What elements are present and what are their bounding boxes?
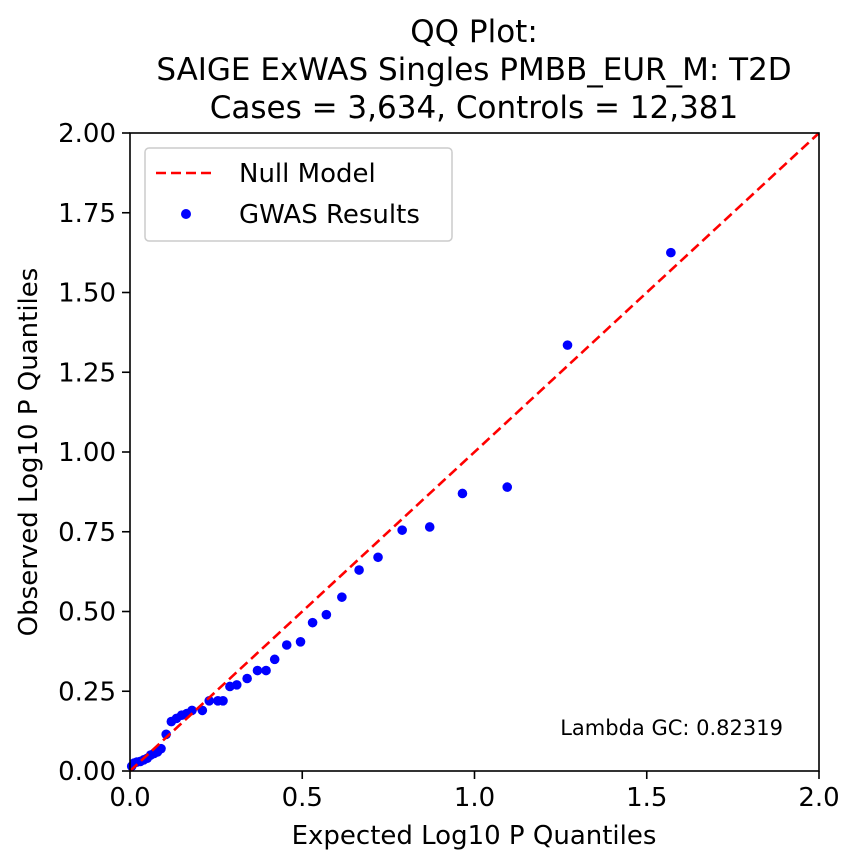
gwas-point — [261, 665, 271, 676]
y-axis-ticks: 0.00 0.25 0.50 0.75 1.00 1.25 1.50 1.75 2.00 — [58, 119, 130, 787]
legend-gwas-results-swatch — [181, 209, 191, 219]
null-model-line — [129, 132, 820, 772]
legend-gwas-results-label: GWAS Results — [239, 200, 420, 230]
gwas-point — [457, 488, 468, 499]
gwas-point — [231, 680, 242, 690]
x-tick-label: 2.0 — [798, 783, 839, 813]
y-tick-label: 0.25 — [58, 677, 116, 707]
legend: Null Model GWAS Results — [144, 147, 453, 242]
y-tick-label: 1.00 — [58, 438, 116, 468]
x-tick-label: 0.5 — [282, 783, 323, 813]
gwas-point — [321, 609, 332, 620]
gwas-point — [252, 665, 263, 676]
gwas-point — [218, 696, 228, 706]
chart-title-line-3: Cases = 3,634, Controls = 12,381 — [210, 90, 739, 126]
gwas-point — [242, 673, 252, 684]
x-tick-label: 1.5 — [626, 783, 667, 813]
y-tick-label: 1.50 — [58, 279, 116, 309]
gwas-point — [269, 654, 280, 665]
y-tick-label: 0.00 — [58, 757, 116, 787]
x-tick-label: 0.0 — [109, 783, 150, 813]
gwas-point — [373, 552, 383, 563]
y-tick-label: 2.00 — [58, 119, 116, 149]
gwas-point — [397, 525, 407, 535]
y-tick-label: 1.25 — [58, 358, 116, 388]
gwas-point — [666, 247, 676, 258]
x-axis-label: Expected Log10 P Quantiles — [292, 821, 657, 851]
gwas-point — [307, 617, 318, 628]
y-tick-label: 1.75 — [58, 199, 116, 229]
gwas-point — [337, 592, 347, 602]
x-axis-ticks: 0.0 0.5 1.0 1.5 2.0 — [109, 771, 840, 813]
gwas-point — [295, 637, 306, 647]
gwas-point — [562, 340, 573, 350]
legend-box — [144, 147, 453, 242]
gwas-point — [424, 522, 435, 532]
gwas-point — [281, 640, 292, 650]
y-tick-label: 0.50 — [58, 598, 116, 628]
gwas-point — [187, 705, 197, 716]
y-axis-label: Observed Log10 P Quantiles — [14, 268, 44, 637]
gwas-point — [354, 565, 364, 575]
gwas-point — [502, 482, 513, 492]
lambda-gc-annotation: Lambda GC: 0.82319 — [560, 716, 783, 740]
chart-title-line-1: QQ Plot: — [410, 14, 538, 50]
chart-title-line-2: SAIGE ExWAS Singles PMBB_EUR_M: T2D — [156, 52, 791, 88]
plot-frame — [129, 132, 820, 772]
gwas-points — [126, 247, 676, 772]
x-tick-label: 1.0 — [454, 783, 495, 813]
y-tick-label: 0.75 — [58, 518, 116, 548]
legend-null-model-label: Null Model — [239, 159, 376, 189]
